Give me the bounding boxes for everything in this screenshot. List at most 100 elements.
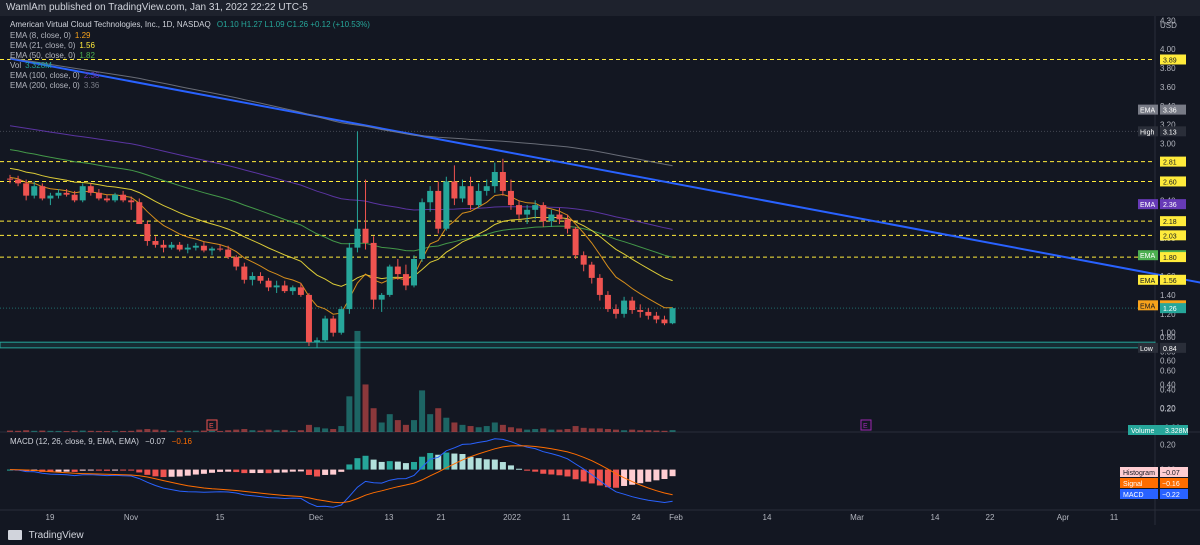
volume-bar xyxy=(645,430,652,432)
candle-body xyxy=(152,241,159,245)
volume-bar xyxy=(370,408,377,432)
volume-bar xyxy=(362,384,369,432)
macd-histogram-bar xyxy=(346,464,353,470)
volume-bar xyxy=(103,431,110,432)
candle-body xyxy=(435,190,442,229)
volume-bar xyxy=(621,430,628,432)
macd-histogram-bar xyxy=(314,469,321,477)
candle-body xyxy=(467,186,474,206)
macd-histogram-bar xyxy=(289,469,296,472)
price-unit-label: USD xyxy=(1160,21,1177,30)
legend-item-value: 1.56 xyxy=(79,41,95,50)
earnings-marker-label: E xyxy=(863,423,868,430)
time-tick-label: 24 xyxy=(632,513,641,522)
volume-bar xyxy=(540,428,547,432)
candle-body xyxy=(370,242,377,300)
candle-body xyxy=(217,248,224,250)
macd-legend-value: −0.07 xyxy=(145,437,166,446)
time-tick-label: 22 xyxy=(986,513,995,522)
volume-tick-label: 0.60 xyxy=(1160,357,1176,366)
macd-histogram-bar xyxy=(136,469,143,473)
macd-histogram-bar xyxy=(249,469,256,474)
volume-bar xyxy=(152,429,159,432)
volume-bar xyxy=(200,430,207,432)
price-label-value-text: 2.18 xyxy=(1163,219,1177,226)
price-label-value-tag xyxy=(1160,230,1186,241)
macd-histogram-bar xyxy=(548,469,555,475)
macd-histogram-bar xyxy=(411,461,417,470)
volume-bar xyxy=(394,420,401,432)
volume-bar xyxy=(346,396,353,432)
macd-histogram-bar xyxy=(507,465,514,470)
macd-histogram-bar xyxy=(168,469,175,477)
volume-bar xyxy=(15,430,22,432)
macd-histogram-bar xyxy=(645,469,652,482)
macd-histogram-bar xyxy=(160,469,167,478)
earnings-marker-label: E xyxy=(209,423,214,430)
time-tick-label: Dec xyxy=(309,513,323,522)
macd-histogram-bar xyxy=(653,469,660,481)
candle-body xyxy=(160,244,167,248)
volume-bar xyxy=(354,330,361,432)
candle-body xyxy=(31,186,38,196)
candle-body xyxy=(532,205,539,210)
volume-bar xyxy=(411,420,417,432)
price-label-value-tag xyxy=(1160,156,1186,167)
legend-item-value: 3.328M xyxy=(25,61,52,70)
signal-legend-value: −0.16 xyxy=(171,437,192,446)
macd-histogram-bar xyxy=(556,469,563,476)
candle-body xyxy=(556,214,563,220)
volume-bar xyxy=(241,429,248,432)
candle-body xyxy=(241,266,248,280)
time-tick-label: 11 xyxy=(1110,513,1119,522)
volume-bar xyxy=(192,430,199,432)
candle-body xyxy=(507,190,514,206)
macd-histogram-bar xyxy=(71,469,78,472)
price-tick-label: 4.30 xyxy=(1160,17,1176,26)
volume-badge xyxy=(1128,425,1188,435)
volume-bar xyxy=(95,430,102,432)
candle-body xyxy=(378,294,385,300)
macd-histogram-bar xyxy=(370,459,377,470)
candle-body xyxy=(564,219,571,229)
volume-bar xyxy=(516,428,523,432)
candle-body xyxy=(144,224,151,242)
macd-label-text: Signal xyxy=(1123,481,1143,488)
candle-body xyxy=(281,285,288,292)
volume-bar xyxy=(39,430,46,432)
macd-histogram-bar xyxy=(491,459,498,470)
volume-tick-label: 0.20 xyxy=(1160,404,1176,413)
volume-bar xyxy=(629,429,636,432)
candle-body xyxy=(451,181,458,199)
candle-body xyxy=(87,186,94,193)
macd-histogram-bar xyxy=(475,458,482,470)
candle-body xyxy=(459,186,466,199)
macd-histogram-bar xyxy=(128,469,135,471)
candle-body xyxy=(354,228,361,248)
macd-histogram-bar xyxy=(613,469,619,488)
macd-histogram-bar xyxy=(281,469,288,473)
candle-body xyxy=(63,192,70,195)
candle-body xyxy=(588,264,595,278)
legend-symbol: American Virtual Cloud Technologies, Inc… xyxy=(10,20,370,30)
price-label-tag xyxy=(1138,300,1158,311)
symbol-name: American Virtual Cloud Technologies, Inc… xyxy=(10,20,211,29)
candle-body xyxy=(225,249,232,258)
time-tick-label: 2022 xyxy=(503,513,521,522)
macd-value-text: −0.16 xyxy=(1162,481,1180,488)
price-label-tag-text: EMA xyxy=(1140,253,1156,260)
volume-bar xyxy=(443,417,450,432)
price-tick-label: 3.80 xyxy=(1160,64,1176,73)
time-tick-label: 11 xyxy=(562,513,571,522)
price-label-value-tag xyxy=(1160,176,1186,187)
volume-bar xyxy=(233,429,240,432)
candle-body xyxy=(653,315,660,320)
macd-histogram-bar xyxy=(451,453,458,470)
legend-item-value: 1.82 xyxy=(79,51,95,60)
legend-item-value: 2.36 xyxy=(83,71,100,80)
candle-body xyxy=(209,248,215,251)
volume-bar xyxy=(31,430,38,432)
volume-bar xyxy=(314,427,321,432)
legend-item: EMA (21, close, 0) 1.56 xyxy=(10,41,95,51)
